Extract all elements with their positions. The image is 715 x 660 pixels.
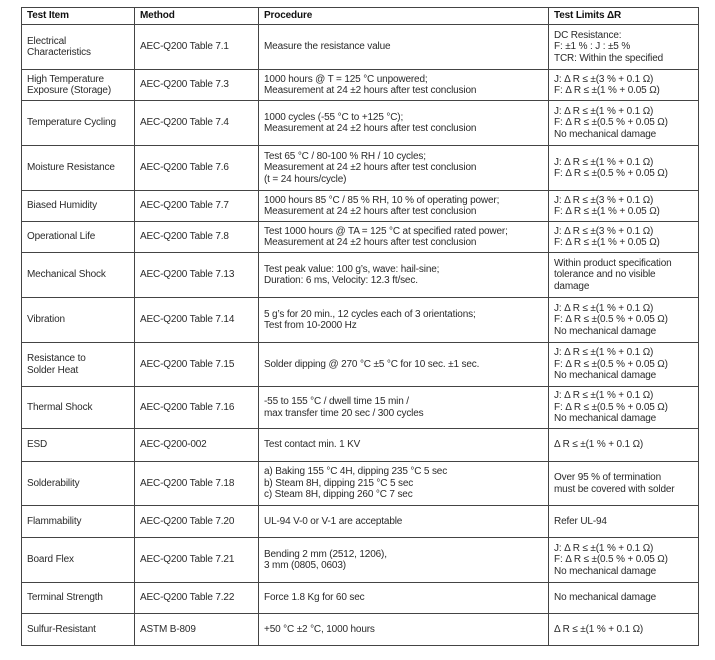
procedure-cell: Test 1000 hours @ TA = 125 °C at specifi… [258,221,549,253]
test-limits-cell: J: Δ R ≤ ±(3 % + 0.1 Ω) F: Δ R ≤ ±(1 % +… [548,221,699,253]
test-limits-cell: J: Δ R ≤ ±(1 % + 0.1 Ω) F: Δ R ≤ ±(0.5 %… [548,537,699,583]
test-item-cell: Thermal Shock [21,386,135,429]
table-row: Sulfur-Resistant ASTM B-809 +50 °C ±2 °C, … [21,613,699,646]
procedure-cell: 1000 hours 85 °C / 85 % RH, 10 % of oper… [258,190,549,222]
test-limits-cell: J: Δ R ≤ ±(1 % + 0.1 Ω) F: Δ R ≤ ±(0.5 %… [548,297,699,343]
header-procedure: Procedure [258,7,549,25]
test-item-cell: Biased Humidity [21,190,135,222]
header-row: Test Item Method Procedure Test Limits Δ… [21,7,699,25]
test-item-cell: Board Flex [21,537,135,583]
test-item-cell: Terminal Strength [21,582,135,614]
method-cell: AEC-Q200 Table 7.20 [134,505,259,538]
procedure-cell: Bending 2 mm (2512, 1206), 3 mm (0805, 0… [258,537,549,583]
procedure-cell: Test contact min. 1 KV [258,428,549,462]
table-row: Moisture Resistance AEC-Q200 Table 7.6 Tes… [21,145,699,191]
procedure-cell: Force 1.8 Kg for 60 sec [258,582,549,614]
table-row: Terminal Strength AEC-Q200 Table 7.22 Forc… [21,582,699,614]
table-row: Electrical Characteristics AEC-Q200 Table… [21,24,699,70]
test-limits-cell: DC Resistance: F: ±1 % : J : ±5 % TCR: W… [548,24,699,70]
test-limits-cell: J: Δ R ≤ ±(3 % + 0.1 Ω) F: Δ R ≤ ±(1 % +… [548,190,699,222]
procedure-cell: 1000 cycles (-55 °C to +125 °C); Measure… [258,100,549,146]
table-row: Thermal Shock AEC-Q200 Table 7.16 -55 to 1… [21,386,699,429]
test-item-cell: Mechanical Shock [21,252,135,298]
test-item-cell: Electrical Characteristics [21,24,135,70]
test-limits-cell: J: Δ R ≤ ±(3 % + 0.1 Ω) F: Δ R ≤ ±(1 % +… [548,69,699,101]
table-row: Operational Life AEC-Q200 Table 7.8 Test 1… [21,221,699,253]
test-item-cell: Solderability [21,461,135,506]
table-row: Mechanical Shock AEC-Q200 Table 7.13 Test … [21,252,699,298]
test-item-cell: Sulfur-Resistant [21,613,135,646]
method-cell: AEC-Q200 Table 7.18 [134,461,259,506]
test-item-cell: Vibration [21,297,135,343]
test-item-cell: Flammability [21,505,135,538]
test-limits-cell: J: Δ R ≤ ±(1 % + 0.1 Ω) F: Δ R ≤ ±(0.5 %… [548,100,699,146]
method-cell: ASTM B-809 [134,613,259,646]
table-row: Temperature Cycling AEC-Q200 Table 7.4 100… [21,100,699,146]
procedure-cell: 5 g’s for 20 min., 12 cycles each of 3 o… [258,297,549,343]
procedure-cell: Measure the resistance value [258,24,549,70]
method-cell: AEC-Q200 Table 7.6 [134,145,259,191]
test-item-cell: Moisture Resistance [21,145,135,191]
table-row: Vibration AEC-Q200 Table 7.14 5 g’s for 20… [21,297,699,343]
test-specification-table: Test Item Method Procedure Test Limits Δ… [21,7,699,646]
method-cell: AEC-Q200 Table 7.22 [134,582,259,614]
table-row: Solderability AEC-Q200 Table 7.18 a) Bakin… [21,461,699,506]
method-cell: AEC-Q200 Table 7.13 [134,252,259,298]
header-method: Method [134,7,259,25]
table-row: Flammability AEC-Q200 Table 7.20 UL-94 V-0… [21,505,699,538]
method-cell: AEC-Q200 Table 7.4 [134,100,259,146]
table-row: Resistance to Solder Heat AEC-Q200 Table … [21,342,699,387]
test-limits-cell: Refer UL-94 [548,505,699,538]
test-limits-cell: J: Δ R ≤ ±(1 % + 0.1 Ω) F: Δ R ≤ ±(0.5 %… [548,342,699,387]
table-row: High Temperature Exposure (Storage) AEC-Q… [21,69,699,101]
test-item-cell: Resistance to Solder Heat [21,342,135,387]
method-cell: AEC-Q200 Table 7.7 [134,190,259,222]
table-row: ESD AEC-Q200-002 Test contact min. 1 KV Δ R… [21,428,699,462]
table-row: Board Flex AEC-Q200 Table 7.21 Bending 2 m… [21,537,699,583]
header-test-limits: Test Limits ΔR [548,7,699,25]
method-cell: AEC-Q200 Table 7.8 [134,221,259,253]
test-limits-cell: No mechanical damage [548,582,699,614]
test-limits-cell: J: Δ R ≤ ±(1 % + 0.1 Ω) F: Δ R ≤ ±(0.5 %… [548,386,699,429]
method-cell: AEC-Q200 Table 7.14 [134,297,259,343]
method-cell: AEC-Q200 Table 7.15 [134,342,259,387]
method-cell: AEC-Q200 Table 7.1 [134,24,259,70]
method-cell: AEC-Q200-002 [134,428,259,462]
method-cell: AEC-Q200 Table 7.16 [134,386,259,429]
header-test-item: Test Item [21,7,135,25]
table-row: Biased Humidity AEC-Q200 Table 7.7 1000 ho… [21,190,699,222]
procedure-cell: a) Baking 155 °C 4H, dipping 235 °C 5 se… [258,461,549,506]
test-item-cell: Operational Life [21,221,135,253]
test-limits-cell: Δ R ≤ ±(1 % + 0.1 Ω) [548,613,699,646]
procedure-cell: Solder dipping @ 270 °C ±5 °C for 10 sec… [258,342,549,387]
procedure-cell: -55 to 155 °C / dwell time 15 min / max … [258,386,549,429]
test-limits-cell: Over 95 % of termination must be covered… [548,461,699,506]
procedure-cell: Test peak value: 100 g’s, wave: hail-sin… [258,252,549,298]
table-body: Electrical Characteristics AEC-Q200 Table… [21,24,699,646]
test-item-cell: ESD [21,428,135,462]
test-item-cell: High Temperature Exposure (Storage) [21,69,135,101]
procedure-cell: +50 °C ±2 °C, 1000 hours [258,613,549,646]
procedure-cell: Test 65 °C / 80-100 % RH / 10 cycles; Me… [258,145,549,191]
test-limits-cell: J: Δ R ≤ ±(1 % + 0.1 Ω) F: Δ R ≤ ±(0.5 %… [548,145,699,191]
procedure-cell: UL-94 V-0 or V-1 are acceptable [258,505,549,538]
method-cell: AEC-Q200 Table 7.21 [134,537,259,583]
procedure-cell: 1000 hours @ T = 125 °C unpowered; Measu… [258,69,549,101]
method-cell: AEC-Q200 Table 7.3 [134,69,259,101]
test-item-cell: Temperature Cycling [21,100,135,146]
test-limits-cell: Within product specification tolerance a… [548,252,699,298]
test-limits-cell: Δ R ≤ ±(1 % + 0.1 Ω) [548,428,699,462]
